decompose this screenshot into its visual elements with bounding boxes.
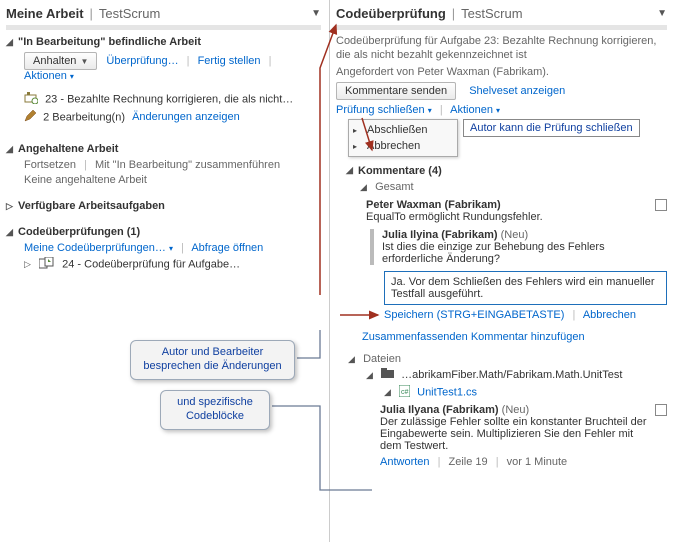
project-name: TestScrum [99,6,160,21]
available-header[interactable]: Verfügbare Arbeitsaufgaben [6,200,321,212]
close-review-link[interactable]: Prüfung schließen ▾ [336,104,432,116]
pencil-icon [24,110,36,125]
my-work-pane: Meine Arbeit | TestScrum ▼ "In Bearbeitu… [0,0,330,542]
time-info: vor 1 Minute [507,456,568,468]
line-info: Zeile 19 [449,456,488,468]
comment-checkbox[interactable] [655,404,667,416]
comments-header[interactable]: Kommentare (4) [346,165,667,177]
expand-icon[interactable] [6,37,14,48]
svg-text:c#: c# [401,389,409,396]
review-item[interactable]: 24 - Codeüberprüfung für Aufgabe… [62,258,240,270]
code-review-pane: Codeüberprüfung | TestScrum ▼ Codeüberpr… [330,0,675,542]
suspend-button[interactable]: Anhalten▼ [24,52,97,70]
pane-title: Codeüberprüfung [336,6,446,21]
pane-header-left: Meine Arbeit | TestScrum ▼ [6,4,321,30]
resume-link: Fortsetzen [24,159,76,171]
review-link[interactable]: Überprüfung… [106,55,178,67]
actions-link[interactable]: Aktionen ▾ [24,70,74,82]
edits-count: 2 Bearbeitung(n) [43,111,125,123]
expand-icon[interactable] [384,387,392,398]
review-requestor: Angefordert von Peter Waxman (Fabrikam). [336,66,667,78]
save-link[interactable]: Speichern (STRG+EINGABETASTE) [384,309,564,321]
files-header: Dateien [363,353,401,365]
review-item-icon [39,257,55,272]
menu-item-cancel[interactable]: ▸ Abbrechen [349,138,457,154]
merge-link: Mit "In Bearbeitung" zusammenführen [95,159,280,171]
expand-icon[interactable] [6,144,14,155]
collapse-icon[interactable] [24,259,32,270]
in-progress-header[interactable]: "In Bearbeitung" befindliche Arbeit [6,36,321,48]
folder-path[interactable]: …abrikamFiber.Math/Fabrikam.Math.UnitTes… [401,369,622,381]
comment-body: Der zulässige Fehler sollte ein konstant… [380,416,650,452]
comment-body: EqualTo ermöglicht Rundungsfehler. [366,211,667,223]
close-review-menu: ▸ Abschließen ▸ Abbrechen [348,119,458,157]
folder-icon [381,368,394,382]
comment-author: Julia Ilyana (Fabrikam) [380,404,499,416]
comment-checkbox[interactable] [655,199,667,211]
chevron-down-icon[interactable]: ▼ [657,8,667,19]
callout-1: Autor und Bearbeiter besprechen die Ände… [130,340,295,380]
show-shelveset-link[interactable]: Shelveset anzeigen [469,85,565,97]
expand-icon[interactable] [6,227,14,238]
send-comments-button[interactable]: Kommentare senden [336,82,456,100]
expand-icon[interactable] [348,354,356,365]
finish-link[interactable]: Fertig stellen [198,55,261,67]
overall-label: Gesamt [375,181,414,193]
file-link[interactable]: UnitTest1.cs [417,386,477,398]
task-item[interactable]: 23 - Bezahlte Rechnung korrigieren, die … [45,93,293,105]
expand-icon[interactable] [366,370,374,381]
pane-header-right: Codeüberprüfung | TestScrum ▼ [336,4,667,30]
comment-status: (Neu) [501,229,529,241]
add-summary-link[interactable]: Zusammenfassenden Kommentar hinzufügen [362,331,585,343]
comment-status: (Neu) [502,404,530,416]
reply-link[interactable]: Antworten [380,456,430,468]
separator: | [90,6,93,21]
pane-title: Meine Arbeit [6,6,84,21]
expand-icon[interactable] [346,165,354,176]
collapse-icon[interactable] [6,201,14,212]
actions-link[interactable]: Aktionen ▾ [450,104,500,116]
tooltip: Autor kann die Prüfung schließen [463,119,640,137]
reviews-header[interactable]: Codeüberprüfungen (1) [6,226,321,238]
my-reviews-link[interactable]: Meine Codeüberprüfungen… ▾ [24,242,173,254]
comment-body: Ist dies die einzige zur Behebung des Fe… [382,241,632,265]
cancel-link[interactable]: Abbrechen [583,309,636,321]
show-changes-link[interactable]: Änderungen anzeigen [132,111,240,123]
no-suspended-text: Keine angehaltene Arbeit [24,174,321,186]
comment-author: Peter Waxman (Fabrikam) [366,199,667,211]
callout-2: und spezifische Codeblöcke [160,390,270,430]
menu-item-complete[interactable]: ▸ Abschließen [349,122,457,138]
open-query-link[interactable]: Abfrage öffnen [191,242,263,254]
chevron-down-icon[interactable]: ▼ [311,8,321,19]
review-intro: Codeüberprüfung für Aufgabe 23: Bezahlte… [336,34,667,63]
task-icon [24,92,38,107]
expand-icon[interactable] [360,182,368,193]
project-name: TestScrum [461,6,522,21]
csharp-file-icon: c# [399,385,410,400]
suspended-header[interactable]: Angehaltene Arbeit [6,143,321,155]
reply-input[interactable]: Ja. Vor dem Schließen des Fehlers wird e… [384,271,667,305]
comment-author: Julia Ilyina (Fabrikam) [382,229,498,241]
